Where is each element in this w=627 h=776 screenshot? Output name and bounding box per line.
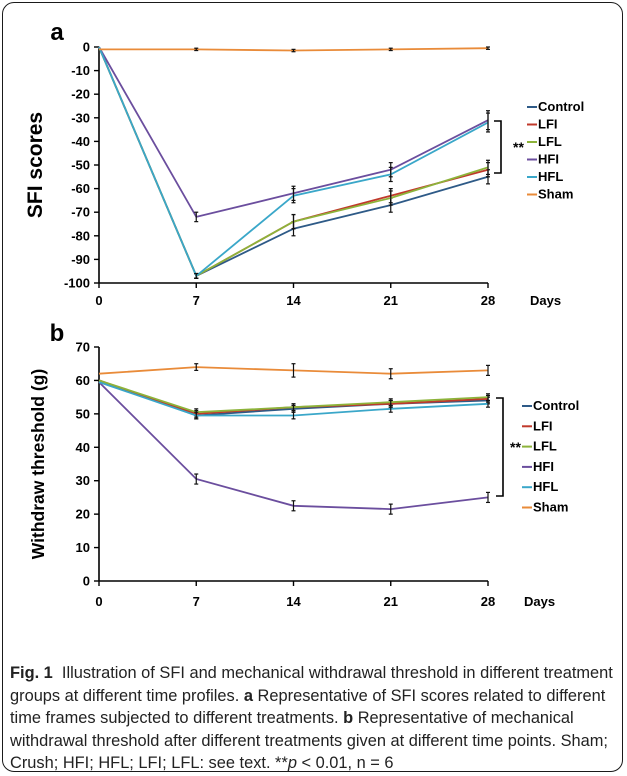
- y-tick-label-b: 0: [83, 574, 90, 589]
- y-tick-label-a: -100: [64, 276, 90, 291]
- y-tick-label-a: -90: [71, 252, 90, 267]
- y-tick-label-b: 50: [76, 406, 90, 421]
- legend-label-lfi-b: LFI: [533, 418, 553, 433]
- y-tick-label-b: 60: [76, 373, 90, 388]
- legend-label-control-a: Control: [538, 99, 584, 114]
- series-line-lfi-a: [98, 46, 489, 278]
- y-tick-label-a: -20: [71, 87, 90, 102]
- panel-label-a: a: [50, 19, 64, 46]
- legend-label-hfi-a: HFI: [538, 152, 559, 167]
- x-tick-label-a: 0: [95, 293, 102, 308]
- significance-bracket-b: [496, 397, 504, 497]
- x-tick-label-a: 14: [286, 293, 301, 308]
- y-tick-label-b: 70: [76, 340, 90, 355]
- legend-label-lfl-b: LFL: [533, 439, 557, 454]
- caption-b-text: Representative of mechanical withdrawal …: [10, 709, 608, 773]
- y-tick-label-b: 20: [76, 507, 90, 522]
- y-tick-label-a: -70: [71, 205, 90, 220]
- y-axis-label-a: SFI scores: [24, 112, 47, 218]
- x-axis-label-a: Days: [530, 293, 561, 308]
- y-tick-label-a: -30: [71, 110, 90, 125]
- x-tick-label-b: 28: [481, 594, 495, 609]
- y-tick-label-a: -10: [71, 63, 90, 78]
- figure-caption: Fig. 1 Illustration of SFI and mechanica…: [10, 662, 614, 775]
- y-tick-label-a: -80: [71, 228, 90, 243]
- x-axis-label-b: Days: [524, 594, 555, 609]
- legend-label-sham-b: Sham: [533, 500, 568, 515]
- y-tick-label-a: 0: [83, 40, 90, 55]
- y-axis-label-b: Withdraw threshold (g): [28, 369, 48, 559]
- caption-a-label: a: [243, 686, 253, 705]
- series-line-control-a: [98, 46, 489, 278]
- y-tick-label-a: -40: [71, 134, 90, 149]
- panel-label-b: b: [50, 320, 65, 347]
- significance-marker-b: **: [510, 439, 521, 455]
- significance-bracket-a: [494, 120, 502, 174]
- chart-a: a 0 -10 -20 -30 -40 -50 -60 -70 -80 -90 -100 0 7 14 21 2…: [24, 19, 584, 308]
- caption-intro: Illustration of SFI and mechanical withd…: [10, 664, 613, 705]
- legend-label-hfi-b: HFI: [533, 459, 554, 474]
- series-line-lfl-a: [98, 46, 489, 278]
- x-tick-label-a: 21: [384, 293, 398, 308]
- x-tick-label-b: 7: [193, 594, 200, 609]
- significance-marker-a: **: [513, 139, 524, 155]
- x-tick-label-a: 7: [193, 293, 200, 308]
- legend-label-lfi-a: LFI: [538, 117, 558, 132]
- y-tick-label-b: 10: [76, 540, 90, 555]
- legend-label-sham-a: Sham: [538, 187, 573, 202]
- x-tick-label-b: 14: [286, 594, 301, 609]
- x-tick-label-b: 0: [95, 594, 102, 609]
- caption-stats: < 0.01, n = 6: [296, 754, 394, 773]
- caption-p-symbol: p: [287, 754, 297, 773]
- chart-b: b 0 10 20 30 40 50 60 70 0 7 14 21 28 Days Withdraw thr…: [28, 320, 579, 609]
- y-tick-label-b: 40: [76, 440, 90, 455]
- caption-b-label: b: [343, 709, 354, 728]
- y-tick-label-a: -50: [71, 158, 90, 173]
- legend-label-hfl-b: HFL: [533, 479, 558, 494]
- x-tick-label-a: 28: [481, 293, 495, 308]
- x-tick-label-b: 21: [384, 594, 398, 609]
- legend-label-control-b: Control: [533, 398, 579, 413]
- figure-canvas: a 0 -10 -20 -30 -40 -50 -60 -70 -80 -90 -100 0 7 14 21 2…: [24, 19, 584, 609]
- caption-fig-label: Fig. 1: [10, 664, 53, 682]
- legend-label-hfl-a: HFL: [538, 169, 563, 184]
- legend-label-lfl-a: LFL: [538, 134, 562, 149]
- caption-a-text: Representative of SFI scores related to …: [10, 686, 606, 728]
- y-tick-label-b: 30: [76, 473, 90, 488]
- series-line-hfl-a: [98, 46, 489, 278]
- y-tick-label-a: -60: [71, 181, 90, 196]
